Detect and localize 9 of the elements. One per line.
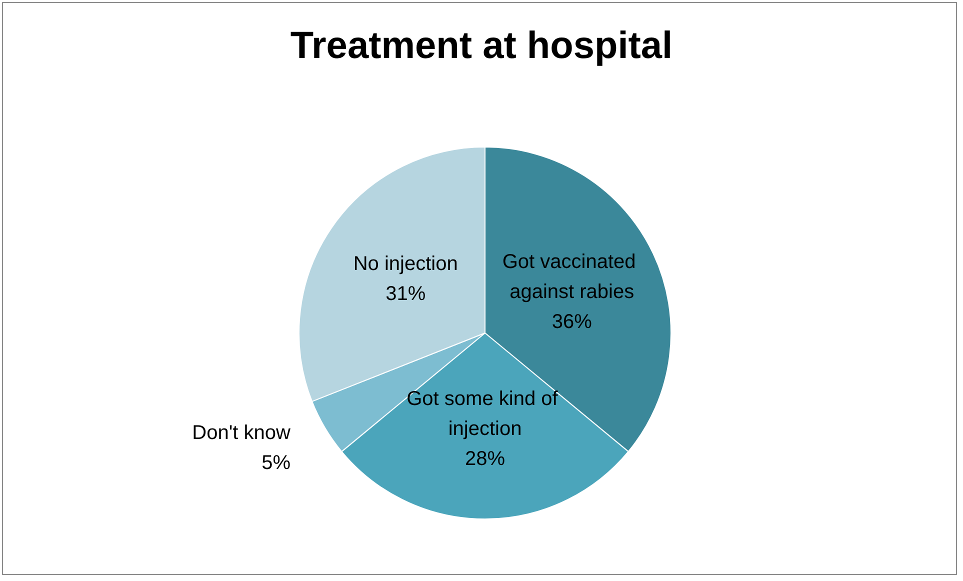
data-label: 31% [386, 283, 426, 306]
chart-title: Treatment at hospital [290, 25, 673, 67]
slice-label: Don't know [192, 422, 292, 444]
slice-label: Got some kind of injection [406, 388, 564, 440]
data-label: 36% [552, 311, 592, 334]
data-label: 28% [464, 448, 506, 470]
slice-label: Got vaccinated against rabies [502, 251, 642, 304]
data-label: 5% [262, 452, 291, 474]
slice-label: No injection [353, 253, 458, 276]
